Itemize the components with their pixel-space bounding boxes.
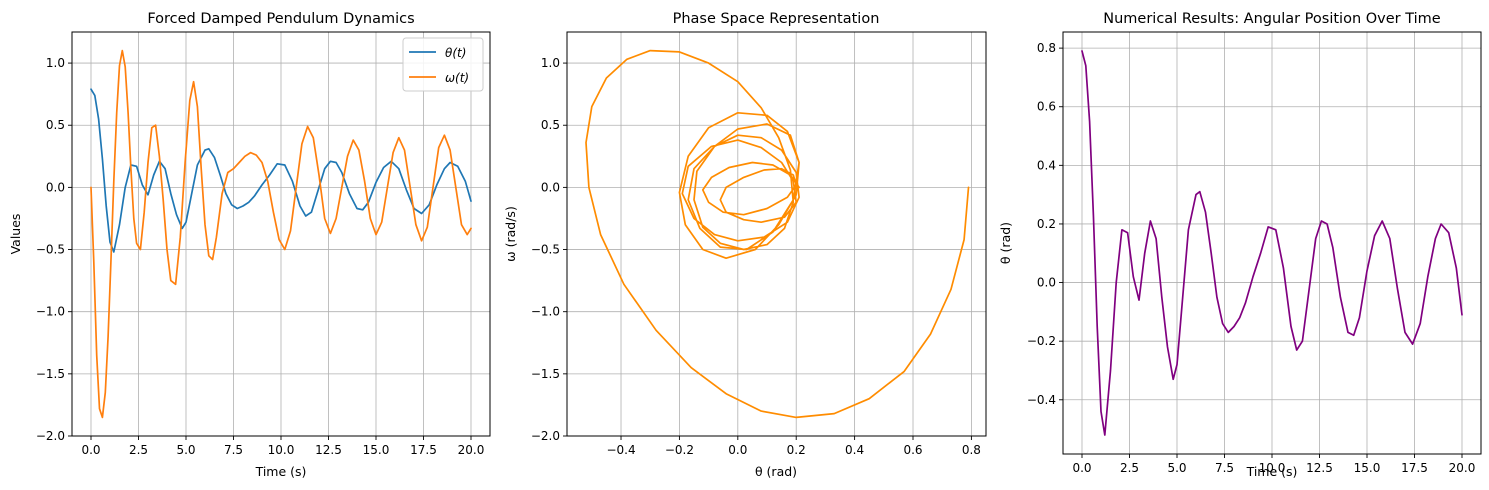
panel-phase-space: Phase Space Representation −0.4 −0.2 0.0 0.…: [503, 11, 987, 479]
gridlines: [1063, 32, 1481, 454]
x-axis-label: Time (s): [255, 464, 307, 479]
y-tick-label: 0.2: [1037, 217, 1056, 231]
plot-area: [90, 49, 472, 419]
x-axis-ticks: 0.0 2.5 5.0 7.5 10.0 12.5 15.0 17.5 20.0: [1072, 454, 1475, 475]
y-axis-ticks: −0.4 −0.2 0.0 0.2 0.4 0.6 0.8: [1027, 41, 1063, 407]
y-tick-label: 0.0: [46, 180, 65, 194]
series-line-1: [90, 49, 472, 419]
panel-title: Phase Space Representation: [673, 11, 880, 27]
plot-area: [585, 49, 970, 419]
x-tick-label: 0.2: [787, 443, 806, 457]
x-tick-label: 7.5: [224, 443, 243, 457]
y-tick-label: 0.8: [1037, 41, 1056, 55]
x-tick-label: 0.6: [903, 443, 922, 457]
y-tick-label: 0.4: [1037, 158, 1056, 172]
y-tick-label: 0.5: [46, 118, 65, 132]
series-line-0: [90, 88, 472, 253]
x-tick-label: 0.0: [1072, 461, 1091, 475]
y-tick-label: −2.0: [36, 429, 65, 443]
legend-box: [402, 37, 484, 92]
x-tick-label: −0.4: [606, 443, 635, 457]
y-axis-label: θ (rad): [998, 222, 1013, 264]
x-tick-label: 15.0: [1354, 461, 1381, 475]
y-tick-label: −2.0: [531, 429, 560, 443]
x-axis-ticks: 0.0 2.5 5.0 7.5 10.0 12.5 15.0 17.5 20.0: [81, 436, 484, 457]
y-tick-label: −1.5: [531, 367, 560, 381]
x-tick-label: 7.5: [1215, 461, 1234, 475]
y-tick-label: −1.0: [531, 305, 560, 319]
y-tick-label: 1.0: [541, 56, 560, 70]
y-tick-label: 0.5: [541, 118, 560, 132]
axes-frame: [566, 31, 987, 437]
x-tick-label: 20.0: [1449, 461, 1476, 475]
x-tick-label: 10.0: [1259, 461, 1286, 475]
panel-title: Numerical Results: Angular Position Over…: [1103, 11, 1441, 27]
y-axis-ticks: −2.0 −1.5 −1.0 −0.5 0.0 0.5 1.0: [531, 56, 567, 443]
x-axis-label: Time (s): [1246, 464, 1298, 479]
y-axis-ticks: −2.0 −1.5 −1.0 −0.5 0.0 0.5 1.0: [36, 56, 72, 443]
series-line-0: [1081, 50, 1463, 436]
plot-area: [1081, 50, 1463, 436]
series-line-0: [585, 49, 970, 419]
x-tick-label: 15.0: [363, 443, 390, 457]
x-tick-label: 0.0: [81, 443, 100, 457]
x-tick-label: 10.0: [268, 443, 295, 457]
x-tick-label: 0.0: [728, 443, 747, 457]
x-tick-label: 2.5: [129, 443, 148, 457]
y-tick-label: −1.0: [36, 305, 65, 319]
y-tick-label: 0.0: [541, 180, 560, 194]
y-tick-label: 1.0: [46, 56, 65, 70]
y-axis-label: Values: [8, 214, 23, 255]
panel-pendulum-dynamics: Forced Damped Pendulum Dynamics 0.0 2.5 5.…: [8, 11, 491, 479]
x-tick-label: 5.0: [1167, 461, 1186, 475]
panel-title: Forced Damped Pendulum Dynamics: [147, 11, 414, 27]
x-tick-label: 17.5: [1401, 461, 1428, 475]
x-tick-label: 12.5: [1306, 461, 1333, 475]
y-tick-label: 0.0: [1037, 276, 1056, 290]
x-tick-label: 17.5: [410, 443, 437, 457]
y-tick-label: −1.5: [36, 367, 65, 381]
x-tick-label: 20.0: [458, 443, 485, 457]
x-tick-label: 0.8: [962, 443, 981, 457]
legend: θ(t) ω(t): [402, 37, 484, 92]
y-tick-label: −0.2: [1027, 334, 1056, 348]
y-tick-label: −0.5: [36, 243, 65, 257]
x-tick-label: 2.5: [1120, 461, 1139, 475]
x-tick-label: 0.4: [845, 443, 864, 457]
legend-label-omega: ω(t): [445, 71, 469, 85]
x-tick-label: −0.2: [665, 443, 694, 457]
x-tick-label: 5.0: [176, 443, 195, 457]
y-tick-label: −0.4: [1027, 393, 1056, 407]
x-axis-ticks: −0.4 −0.2 0.0 0.2 0.4 0.6 0.8: [606, 436, 981, 457]
y-axis-label: ω (rad/s): [503, 206, 518, 262]
legend-label-theta: θ(t): [445, 46, 466, 60]
x-tick-label: 12.5: [315, 443, 342, 457]
y-tick-label: 0.6: [1037, 100, 1056, 114]
panel-angular-position: Numerical Results: Angular Position Over…: [998, 11, 1482, 479]
y-tick-label: −0.5: [531, 243, 560, 257]
x-axis-label: θ (rad): [755, 464, 797, 479]
